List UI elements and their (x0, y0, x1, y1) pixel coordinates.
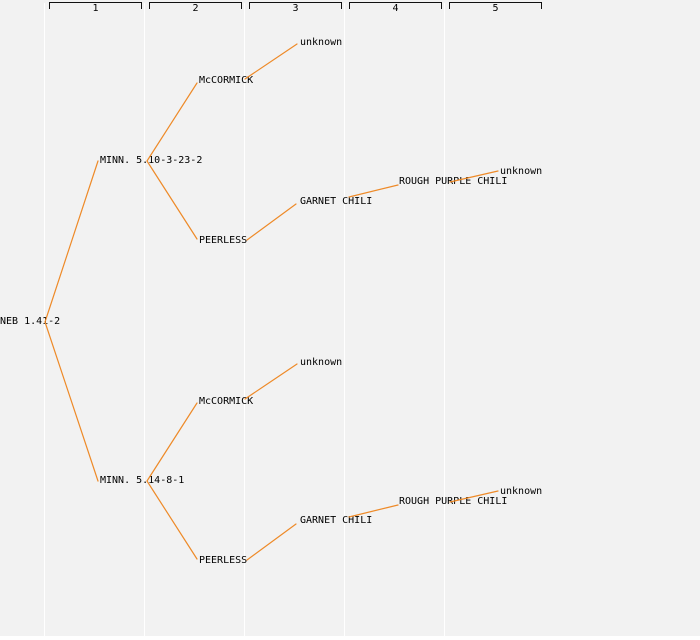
generation-number-1: 1 (92, 3, 99, 14)
pedigree-edge-4 (244, 43, 298, 80)
pedigree-node-unknown-bot-gen5[interactable]: unknown (500, 486, 543, 497)
generation-gridline-2 (144, 3, 145, 636)
generation-bracket-4: 4 (349, 2, 442, 14)
pedigree-node-rough-purple-chili-top[interactable]: ROUGH PURPLE CHILI (399, 176, 508, 187)
pedigree-node-unknown-bot-gen3[interactable]: unknown (300, 357, 343, 368)
generation-gridline-4 (344, 3, 345, 636)
generation-number-4: 4 (392, 3, 399, 14)
pedigree-edge-1 (44, 321, 99, 482)
generation-bracket-3: 3 (249, 2, 342, 14)
pedigree-node-garnet-chili-top[interactable]: GARNET CHILI (300, 196, 373, 207)
pedigree-node-minn-5-14-8-1[interactable]: MINN. 5.14-8-1 (100, 475, 185, 486)
generation-bracket-2: 2 (149, 2, 242, 14)
pedigree-node-peerless-bot[interactable]: PEERLESS (199, 555, 248, 566)
pedigree-node-garnet-chili-bot[interactable]: GARNET CHILI (300, 515, 373, 526)
pedigree-node-rough-purple-chili-bot[interactable]: ROUGH PURPLE CHILI (399, 496, 508, 507)
generation-gridline-5 (444, 3, 445, 636)
generation-gridline-3 (244, 3, 245, 636)
pedigree-node-minn-5-10-3-23-2[interactable]: MINN. 5.10-3-23-2 (100, 155, 203, 166)
pedigree-edge-0 (44, 160, 99, 323)
pedigree-edge-8 (146, 402, 198, 482)
pedigree-node-neb-1-41-2[interactable]: NEB 1.41-2 (0, 316, 61, 327)
bottom-margin-strip (0, 636, 700, 640)
generation-bracket-5: 5 (449, 2, 542, 14)
pedigree-edge-5 (246, 203, 297, 241)
pedigree-node-mccormick-top[interactable]: McCORMICK (199, 75, 254, 86)
generation-number-5: 5 (492, 3, 499, 14)
generation-number-3: 3 (292, 3, 299, 14)
pedigree-edge-3 (146, 160, 198, 240)
pedigree-edge-10 (244, 363, 298, 400)
generation-number-2: 2 (192, 3, 199, 14)
pedigree-edge-2 (146, 82, 198, 162)
generation-bracket-1: 1 (49, 2, 142, 14)
pedigree-node-peerless-top[interactable]: PEERLESS (199, 235, 248, 246)
pedigree-node-unknown-top-gen5[interactable]: unknown (500, 166, 543, 177)
pedigree-edge-11 (246, 523, 297, 561)
pedigree-node-unknown-top-gen3[interactable]: unknown (300, 37, 343, 48)
pedigree-edge-9 (146, 480, 198, 560)
pedigree-node-mccormick-bot[interactable]: McCORMICK (199, 396, 254, 407)
